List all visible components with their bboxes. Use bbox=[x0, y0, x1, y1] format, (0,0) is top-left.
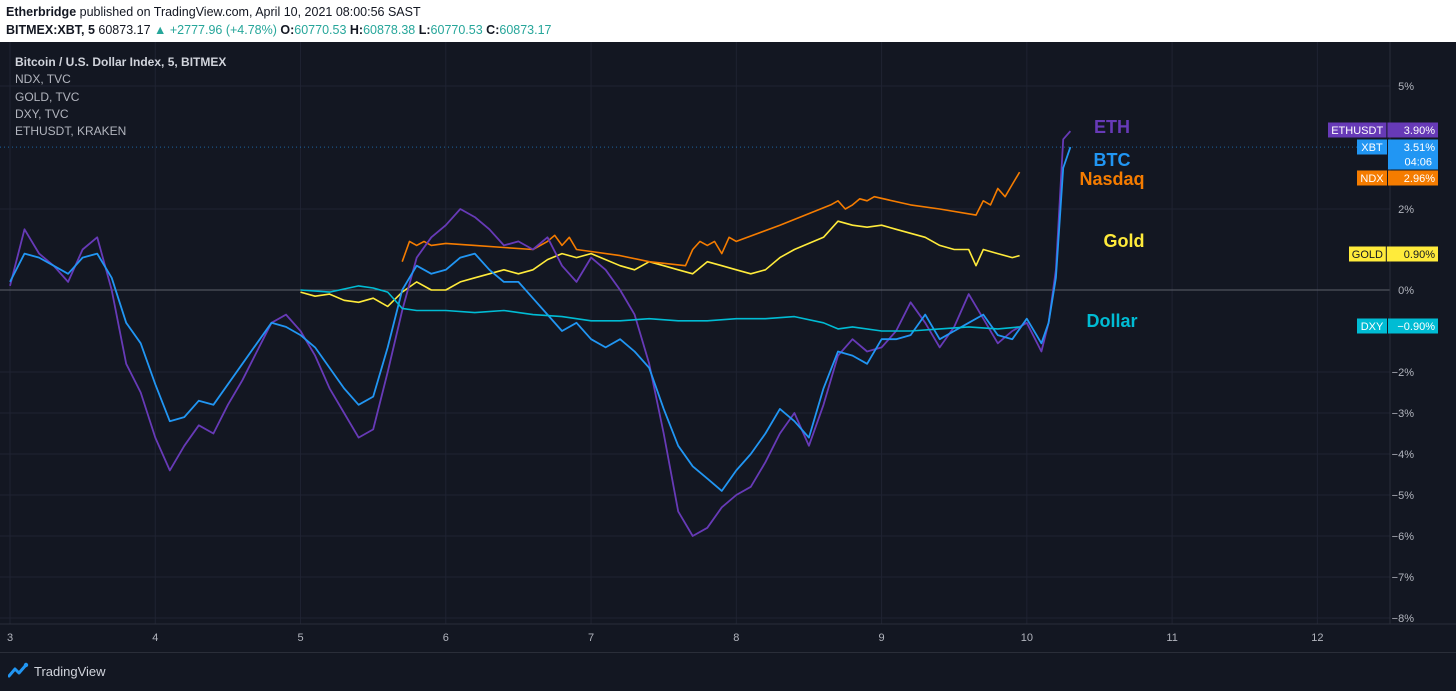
x-tick-label: 7 bbox=[588, 632, 594, 644]
chart-header: Etherbridge published on TradingView.com… bbox=[0, 0, 1456, 42]
publisher-name[interactable]: Etherbridge bbox=[6, 5, 77, 19]
y-tick-label: −5% bbox=[1392, 490, 1415, 502]
series-badge-label: ETHUSDT bbox=[1331, 125, 1383, 137]
y-tick-label: −4% bbox=[1392, 449, 1415, 461]
last-price: 60873.17 bbox=[98, 23, 151, 37]
series-badge-label: GOLD bbox=[1352, 249, 1383, 261]
x-tick-label: 8 bbox=[733, 632, 739, 644]
series-badge-percent: 2.96% bbox=[1404, 173, 1435, 185]
x-tick-label: 10 bbox=[1021, 632, 1033, 644]
chart-area[interactable]: 3 4 5 6 7 8 9 10 11 12 5% 2% 0% −2% −3% −4% −5% −6% −7% −8%… bbox=[0, 42, 1456, 652]
tradingview-logo-icon bbox=[8, 662, 29, 678]
series-badge-percent: 3.51% bbox=[1404, 142, 1435, 154]
tradingview-brand[interactable]: TradingView bbox=[34, 664, 106, 679]
y-tick-label: 2% bbox=[1398, 204, 1414, 216]
open-value: 60770.53 bbox=[294, 23, 347, 37]
legend-item-eth[interactable]: ETHUSDT, KRAKEN bbox=[15, 124, 127, 139]
y-tick-label: −7% bbox=[1392, 572, 1415, 584]
series-badge-value bbox=[1387, 122, 1438, 138]
y-tick-label: −8% bbox=[1392, 613, 1415, 625]
x-tick-label: 9 bbox=[879, 632, 885, 644]
low-value: 60770.53 bbox=[430, 23, 483, 37]
y-tick-label: 0% bbox=[1398, 285, 1414, 297]
series-badge-label: NDX bbox=[1360, 173, 1384, 185]
legend-item-dxy[interactable]: DXY, TVC bbox=[15, 106, 69, 121]
series-badge-name bbox=[1357, 139, 1387, 155]
y-tick-label: −6% bbox=[1392, 531, 1415, 543]
dollar-series-line[interactable] bbox=[300, 285, 1020, 332]
x-tick-label: 11 bbox=[1166, 632, 1177, 644]
series-badge-label: XBT bbox=[1361, 142, 1383, 154]
published-text: published on TradingView.com, April 10, … bbox=[76, 5, 421, 19]
x-tick-label: 3 bbox=[7, 632, 13, 644]
series-badge-value bbox=[1388, 139, 1438, 155]
x-tick-label: 4 bbox=[152, 632, 158, 644]
symbol-label: BITMEX:XBT, 5 bbox=[6, 23, 95, 37]
legend-item-ndx[interactable]: NDX, TVC bbox=[15, 72, 71, 87]
y-tick-label: −2% bbox=[1392, 367, 1415, 379]
price-change: +2777.96 (+4.78%) bbox=[169, 23, 277, 37]
btc-series-line[interactable] bbox=[9, 146, 1072, 492]
annotation-nasdaq: Nasdaq bbox=[1079, 169, 1144, 189]
close-label: C: bbox=[486, 23, 500, 37]
high-label: H: bbox=[349, 23, 364, 37]
high-value: 60878.38 bbox=[363, 23, 416, 37]
legend-item-gold[interactable]: GOLD, TVC bbox=[15, 89, 80, 104]
x-tick-label: 6 bbox=[443, 632, 449, 644]
footer-bar: TradingView bbox=[0, 652, 1456, 691]
publish-line: Etherbridge published on TradingView.com… bbox=[6, 5, 421, 19]
series-badge-value bbox=[1388, 170, 1438, 186]
series-badge-name bbox=[1349, 246, 1386, 262]
series-badge-countdown bbox=[1388, 154, 1438, 170]
series-badge-percent: −0.90% bbox=[1397, 321, 1435, 333]
y-tick-label: 5% bbox=[1398, 81, 1414, 93]
series-badge-name bbox=[1357, 170, 1387, 186]
series-badge-percent: 3.90% bbox=[1404, 125, 1435, 137]
series-badge-value bbox=[1388, 318, 1438, 334]
ohlc-line: BITMEX:XBT, 5 60873.17 ▲ +2777.96 (+4.78… bbox=[6, 23, 552, 37]
series-badge-percent: 0.90% bbox=[1404, 249, 1435, 261]
series-legend: Bitcoin / U.S. Dollar Index, 5, BITMEX N… bbox=[15, 54, 226, 140]
series-badge-name bbox=[1328, 122, 1387, 138]
x-tick-label: 12 bbox=[1311, 632, 1323, 644]
series-badge-label: DXY bbox=[1361, 321, 1384, 333]
annotation-btc: BTC bbox=[1094, 150, 1131, 170]
annotation-dollar: Dollar bbox=[1086, 311, 1137, 331]
legend-item-btc[interactable]: Bitcoin / U.S. Dollar Index, 5, BITMEX bbox=[15, 55, 227, 69]
close-value: 60873.17 bbox=[499, 23, 552, 37]
annotation-eth: ETH bbox=[1094, 117, 1130, 137]
eth-series-line[interactable] bbox=[9, 130, 1072, 537]
series-badge-value bbox=[1386, 246, 1438, 262]
open-label: O: bbox=[280, 23, 295, 37]
gold-series-line[interactable] bbox=[300, 220, 1020, 308]
x-tick-label: 5 bbox=[297, 632, 303, 644]
bar-countdown-label: 04:06 bbox=[1404, 157, 1432, 169]
y-tick-label: −3% bbox=[1392, 408, 1415, 420]
nasdaq-series-line[interactable] bbox=[401, 171, 1021, 267]
low-label: L: bbox=[418, 23, 431, 37]
annotation-gold: Gold bbox=[1104, 231, 1145, 251]
up-arrow-icon: ▲ bbox=[154, 23, 167, 37]
comparison-chart[interactable]: 3 4 5 6 7 8 9 10 11 12 5% 2% 0% −2% −3% −4% −5% −6% −7% −8%… bbox=[0, 42, 1456, 652]
series-badge-name bbox=[1357, 318, 1387, 334]
